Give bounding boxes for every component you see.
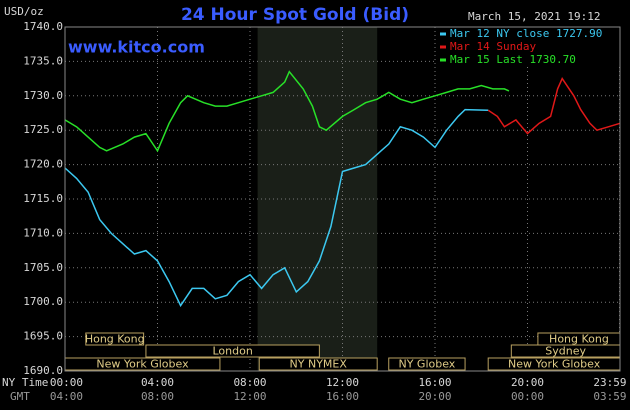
legend-label: Mar 15 Last 1730.70 — [450, 53, 576, 66]
x-tick-label-gmt: 03:59 — [593, 390, 626, 403]
y-tick-label: 1690.0 — [23, 364, 63, 377]
y-tick-label: 1725.0 — [23, 123, 63, 136]
y-tick-label: 1710.0 — [23, 226, 63, 239]
session-label: New York Globex — [508, 358, 601, 371]
session-bar — [258, 357, 378, 371]
x-tick-label-gmt: 08:00 — [141, 390, 174, 403]
x-tick-label: 00:00 — [50, 376, 83, 389]
y-tick-label: 1730.0 — [23, 89, 63, 102]
legend-label: Mar 12 NY close 1727.90 — [450, 27, 602, 40]
session-bar — [388, 357, 466, 371]
x-tick-label-gmt: 12:00 — [233, 390, 266, 403]
x-row-label: NY Time — [2, 376, 48, 389]
x-tick-label-gmt: 00:00 — [511, 390, 544, 403]
x-tick-label: 23:59 — [593, 376, 626, 389]
session-label: Hong Kong — [85, 333, 145, 346]
x-tick-label: 08:00 — [233, 376, 266, 389]
session-bar — [145, 344, 320, 358]
session-label: NY Globex — [398, 358, 455, 371]
x-tick-label: 16:00 — [418, 376, 451, 389]
x-tick-label-gmt: 16:00 — [326, 390, 359, 403]
watermark: www.kitco.com — [68, 38, 205, 57]
session-bar — [85, 332, 145, 346]
y-tick-label: 1715.0 — [23, 192, 63, 205]
y-tick-label: 1740.0 — [23, 20, 63, 33]
legend-swatch — [440, 32, 446, 36]
x-row-label: GMT — [10, 390, 30, 403]
x-tick-label: 20:00 — [511, 376, 544, 389]
session-label: Sydney — [545, 345, 586, 358]
legend-box — [436, 25, 620, 67]
y-tick-label: 1695.0 — [23, 330, 63, 343]
series-line — [64, 70, 510, 153]
session-label: NY NYMEX — [290, 358, 348, 371]
x-tick-label-gmt: 20:00 — [418, 390, 451, 403]
y-tick-label: 1720.0 — [23, 158, 63, 171]
y-tick-label: 1700.0 — [23, 295, 63, 308]
legend-label: Mar 14 Sunday — [450, 40, 536, 53]
series-line — [487, 77, 621, 135]
x-tick-label-gmt: 04:00 — [50, 390, 83, 403]
plot-frame — [64, 26, 621, 372]
y-tick-label: 1705.0 — [23, 261, 63, 274]
x-tick-label: 04:00 — [141, 376, 174, 389]
series-line — [64, 108, 489, 308]
y-tick-label: 1735.0 — [23, 54, 63, 67]
chart-title: 24 Hour Spot Gold (Bid) — [181, 5, 409, 25]
timestamp: March 15, 2021 19:12 — [468, 10, 600, 23]
session-label: New York Globex — [96, 358, 189, 371]
session-label: Hong Kong — [549, 333, 609, 346]
legend-swatch — [440, 45, 446, 49]
x-tick-label: 12:00 — [326, 376, 359, 389]
y-label: USD/oz — [4, 5, 44, 18]
session-label: London — [212, 345, 252, 358]
legend-swatch — [440, 58, 446, 62]
